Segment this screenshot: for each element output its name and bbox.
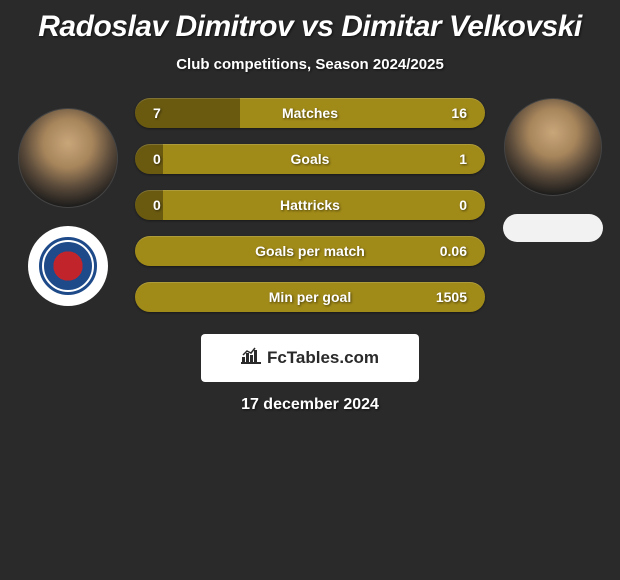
stat-right-value: 0 (427, 197, 467, 213)
stat-row: 0Hattricks0 (135, 190, 485, 220)
player2-avatar (504, 98, 602, 196)
subtitle: Club competitions, Season 2024/2025 (8, 56, 612, 73)
club-logo-emblem (39, 237, 97, 295)
stat-row: Goals per match0.06 (135, 236, 485, 266)
stat-right-value: 0.06 (427, 243, 467, 259)
footer: FcTables.com 17 december 2024 (8, 334, 612, 414)
player1-club-logo (28, 226, 108, 306)
stat-row: Min per goal1505 (135, 282, 485, 312)
stats-column: 7Matches160Goals10Hattricks0Goals per ma… (125, 98, 495, 328)
page-title: Radoslav Dimitrov vs Dimitar Velkovski (8, 10, 612, 44)
stat-label: Goals (193, 151, 427, 167)
right-player-column (495, 98, 610, 242)
date-text: 17 december 2024 (241, 396, 379, 414)
stat-right-value: 1505 (427, 289, 467, 305)
player2-club-logo (503, 214, 603, 242)
stat-label: Matches (193, 105, 427, 121)
player1-avatar (18, 108, 118, 208)
brand-badge[interactable]: FcTables.com (201, 334, 419, 382)
stat-row: 7Matches16 (135, 98, 485, 128)
stat-left-value: 0 (153, 197, 193, 213)
stat-left-value: 7 (153, 105, 193, 121)
left-player-column (10, 98, 125, 306)
brand-chart-icon (241, 347, 261, 370)
stat-label: Min per goal (193, 289, 427, 305)
stat-right-value: 16 (427, 105, 467, 121)
stat-label: Hattricks (193, 197, 427, 213)
brand-text: FcTables.com (267, 348, 379, 368)
stat-right-value: 1 (427, 151, 467, 167)
stat-label: Goals per match (193, 243, 427, 259)
stat-left-value: 0 (153, 151, 193, 167)
comparison-card: Radoslav Dimitrov vs Dimitar Velkovski C… (0, 0, 620, 414)
main-row: 7Matches160Goals10Hattricks0Goals per ma… (8, 98, 612, 328)
stat-row: 0Goals1 (135, 144, 485, 174)
